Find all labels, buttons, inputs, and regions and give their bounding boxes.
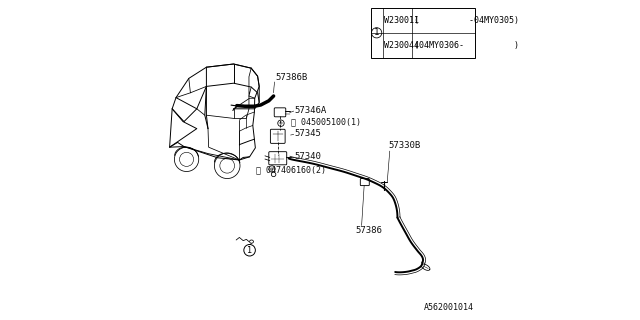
Text: 57330B: 57330B bbox=[388, 141, 421, 150]
Text: 1: 1 bbox=[374, 28, 380, 37]
Text: 57345: 57345 bbox=[294, 129, 321, 138]
Text: Ⓢ 047406160(2): Ⓢ 047406160(2) bbox=[256, 166, 326, 175]
Text: (          -04MY0305): ( -04MY0305) bbox=[414, 16, 519, 25]
Text: 1: 1 bbox=[247, 246, 252, 255]
Text: 57386B: 57386B bbox=[275, 73, 307, 82]
Bar bbox=[371, 8, 475, 58]
Text: A562001014: A562001014 bbox=[424, 303, 474, 312]
Text: W230044: W230044 bbox=[385, 41, 419, 50]
Text: Ⓢ 045005100(1): Ⓢ 045005100(1) bbox=[291, 118, 360, 127]
Text: W230011: W230011 bbox=[385, 16, 419, 25]
Text: 57346A: 57346A bbox=[294, 106, 326, 115]
Text: 57340: 57340 bbox=[294, 152, 321, 161]
Text: (04MY0306-          ): (04MY0306- ) bbox=[414, 41, 519, 50]
Text: 57386: 57386 bbox=[355, 226, 382, 235]
